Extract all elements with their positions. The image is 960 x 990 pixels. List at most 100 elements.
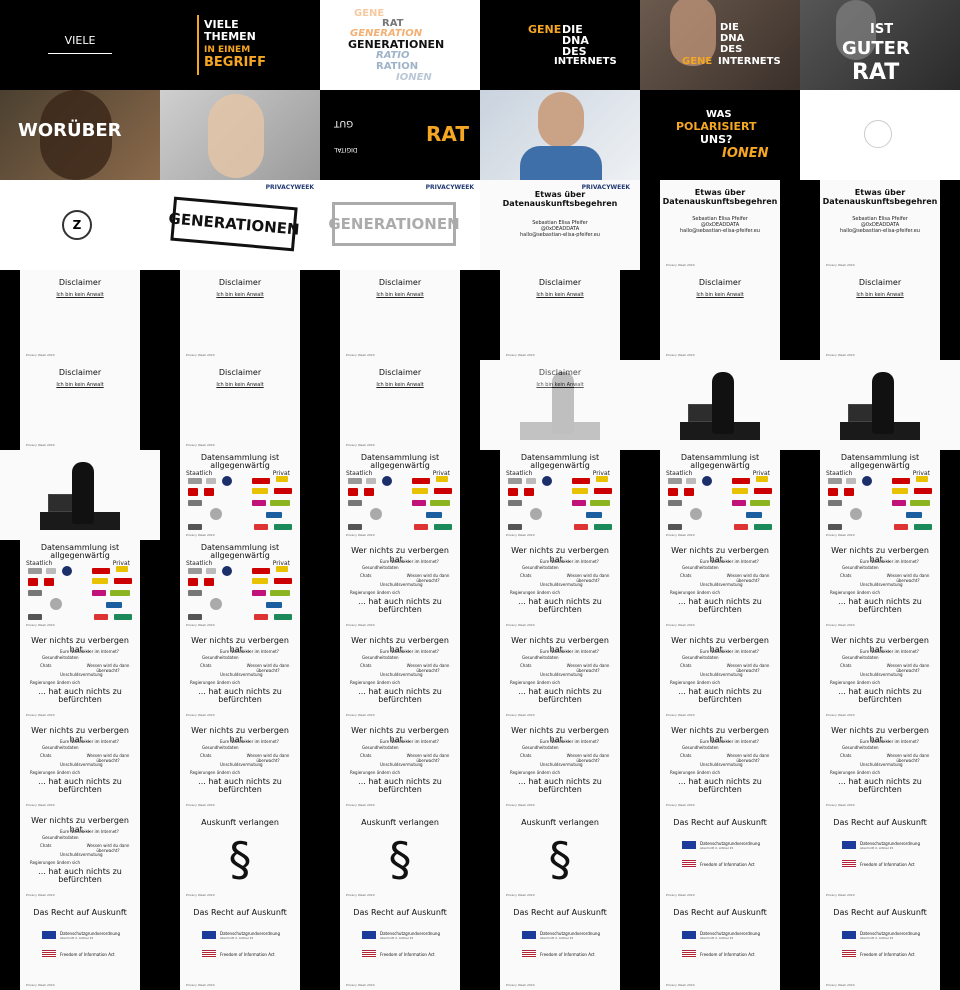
end-line-2: befürchten xyxy=(538,785,582,794)
tile-disclaimer[interactable]: Disclaimer Ich bin kein Anwalt Privacy Wee… xyxy=(160,360,320,450)
tile-stage-photo[interactable] xyxy=(640,360,800,450)
end-line-1: ... hat auch nichts zu xyxy=(678,597,762,606)
q-regierungen: Regierungen ändern sich xyxy=(830,680,880,685)
q-nacktbilder: Eure Nacktbilder im Internet? xyxy=(60,649,119,654)
tile-verbergen[interactable]: Wer nichts zu verbergen hat... Eure Nackt… xyxy=(0,810,160,900)
tile-datensammlung[interactable]: Datensammlung ist allgegenwärtig Staatlich… xyxy=(160,450,320,540)
tile-title-transition[interactable]: PRIVACYWEEK Etwas über Datenauskunftsbeg… xyxy=(480,180,640,270)
tile-title-slide[interactable]: Etwas über Datenauskunftsbegehren Sebast… xyxy=(640,180,800,270)
tile-verbergen[interactable]: Wer nichts zu verbergen hat... Eure Nackt… xyxy=(320,720,480,810)
slide-page: Wer nichts zu verbergen hat... Eure Nackt… xyxy=(660,540,780,630)
eu-label-2: Abschnitt 2, Artikel 15 xyxy=(700,846,734,850)
tile-recht[interactable]: Das Recht auf Auskunft Datenschutzgrundve… xyxy=(640,900,800,990)
tile-auskunft[interactable]: Auskunft verlangen § Privacy Week 2024 xyxy=(480,810,640,900)
q-chats: Chats xyxy=(840,663,852,668)
tile-verbergen[interactable]: Wer nichts zu verbergen hat... Eure Nackt… xyxy=(640,720,800,810)
tile-disclaimer[interactable]: Disclaimer Ich bin kein Anwalt Privacy Wee… xyxy=(0,270,160,360)
tile-generationen-stamp[interactable]: PRIVACYWEEK GENERATIONEN xyxy=(160,180,320,270)
tile-gene-die-dna[interactable]: GENE DIE DNA DES INTERNETS xyxy=(480,0,640,90)
tile-verbergen[interactable]: Wer nichts zu verbergen hat... Eure Nackt… xyxy=(640,540,800,630)
tile-generationen[interactable]: GENE RAT GENERATION GENERATIONEN RATIO R… xyxy=(320,0,480,90)
tile-disclaimer[interactable]: Disclaimer Ich bin kein Anwalt Privacy Wee… xyxy=(800,270,960,360)
slide-page: Das Recht auf Auskunft Datenschutzgrundve… xyxy=(180,900,300,990)
end-line-1: ... hat auch nichts zu xyxy=(358,687,442,696)
slide-subtitle: Ich bin kein Anwalt xyxy=(56,382,104,388)
tile-auskunft[interactable]: Auskunft verlangen § Privacy Week 2024 xyxy=(320,810,480,900)
tile-verbergen[interactable]: Wer nichts zu verbergen hat... Eure Nackt… xyxy=(0,630,160,720)
slide-footer: Privacy Week 2024 xyxy=(26,893,55,897)
tile-verbergen[interactable]: Wer nichts zu verbergen hat... Eure Nackt… xyxy=(800,720,960,810)
tile-datensammlung[interactable]: Datensammlung ist allgegenwärtig Staatlich… xyxy=(160,540,320,630)
tile-verbergen[interactable]: Wer nichts zu verbergen hat... Eure Nackt… xyxy=(480,540,640,630)
tile-disclaimer[interactable]: Disclaimer Ich bin kein Anwalt Privacy Wee… xyxy=(320,360,480,450)
tile-recht[interactable]: Das Recht auf Auskunft Datenschutzgrundve… xyxy=(320,900,480,990)
us-flag-icon xyxy=(682,860,696,868)
tile-verbergen[interactable]: Wer nichts zu verbergen hat... Eure Nackt… xyxy=(160,720,320,810)
face-shape xyxy=(836,0,876,60)
tile-disclaimer[interactable]: Disclaimer Ich bin kein Anwalt Privacy Wee… xyxy=(640,270,800,360)
word-die: DIE xyxy=(562,23,583,36)
tile-verbergen[interactable]: Wer nichts zu verbergen hat... Eure Nackt… xyxy=(320,630,480,720)
tile-rat-mirror[interactable]: GUT DIGITAL RAT xyxy=(320,90,480,180)
tile-datensammlung[interactable]: Datensammlung ist allgegenwärtig Staatlich… xyxy=(320,450,480,540)
tile-stage-photo[interactable] xyxy=(0,450,160,540)
tile-recht[interactable]: Das Recht auf Auskunft Datenschutzgrundve… xyxy=(0,900,160,990)
title-line-1: Datensammlung ist xyxy=(200,543,280,552)
tile-verbergen[interactable]: Wer nichts zu verbergen hat... Eure Nackt… xyxy=(480,630,640,720)
tile-man-portrait[interactable] xyxy=(480,90,640,180)
tile-title-slide-2[interactable]: Etwas über Datenauskunftsbegehren Sebast… xyxy=(800,180,960,270)
end-line-2: befürchten xyxy=(858,695,902,704)
tile-verbergen[interactable]: Wer nichts zu verbergen hat... Eure Nackt… xyxy=(800,630,960,720)
tile-verbergen[interactable]: Wer nichts zu verbergen hat... Eure Nackt… xyxy=(800,540,960,630)
tile-verbergen[interactable]: Wer nichts zu verbergen hat... Eure Nackt… xyxy=(160,630,320,720)
label-staatlich: Staatlich xyxy=(666,470,693,477)
tile-disclaimer[interactable]: Disclaimer Ich bin kein Anwalt Privacy Wee… xyxy=(160,270,320,360)
tile-recht[interactable]: Das Recht auf Auskunft Datenschutzgrundve… xyxy=(480,900,640,990)
eu-label-2: Abschnitt 2, Artikel 15 xyxy=(540,936,574,940)
tile-disclaimer[interactable]: Disclaimer Ich bin kein Anwalt Privacy Wee… xyxy=(0,360,160,450)
q-chats: Chats xyxy=(360,573,372,578)
word-generationen: GENERATIONEN xyxy=(348,38,445,51)
us-flag-icon xyxy=(42,950,56,958)
tile-worueber[interactable]: WORÜBER xyxy=(0,90,160,180)
tile-recht[interactable]: Das Recht auf Auskunft Datenschutzgrundve… xyxy=(640,810,800,900)
tile-disclaimer-fade[interactable]: Disclaimer Ich bin kein Anwalt xyxy=(480,360,640,450)
slide-footer: Privacy Week 2024 xyxy=(186,533,215,537)
tile-was-polarisiert[interactable]: WAS POLARISIERT UNS? IONEN xyxy=(640,90,800,180)
tile-recht[interactable]: Das Recht auf Auskunft Datenschutzgrundve… xyxy=(160,900,320,990)
tile-verbergen[interactable]: Wer nichts zu verbergen hat... Eure Nackt… xyxy=(480,720,640,810)
q-unschuld: Unschuldsvermutung xyxy=(380,582,423,587)
end-line-2: befürchten xyxy=(378,785,422,794)
q-gesundheit: Gesundheitsdaten xyxy=(202,745,239,750)
tile-recht[interactable]: Das Recht auf Auskunft Datenschutzgrundve… xyxy=(800,900,960,990)
tile-datensammlung[interactable]: Datensammlung ist allgegenwärtig Staatlich… xyxy=(0,540,160,630)
slide-title: Wer nichts zu verbergen hat... xyxy=(511,636,609,654)
tile-disclaimer[interactable]: Disclaimer Ich bin kein Anwalt Privacy Wee… xyxy=(320,270,480,360)
tile-auskunft[interactable]: Auskunft verlangen § Privacy Week 2024 xyxy=(160,810,320,900)
tile-verbergen[interactable]: Wer nichts zu verbergen hat... Eure Nackt… xyxy=(320,540,480,630)
tile-datensammlung[interactable]: Datensammlung ist allgegenwärtig Staatlich… xyxy=(800,450,960,540)
tile-verbergen[interactable]: Wer nichts zu verbergen hat... Eure Nackt… xyxy=(0,720,160,810)
tile-network-z[interactable]: Z xyxy=(0,180,160,270)
tile-viele-themen[interactable]: VIELE THEMEN IN EINEM BEGRIFF xyxy=(160,0,320,90)
tile-network-light[interactable] xyxy=(800,90,960,180)
slide-footer: Privacy Week 2024 xyxy=(666,623,695,627)
tile-generationen-faded[interactable]: PRIVACYWEEK GENERATIONEN xyxy=(320,180,480,270)
slide-title: Wer nichts zu verbergen hat... xyxy=(511,546,609,564)
tile-datensammlung[interactable]: Datensammlung ist allgegenwärtig Staatlich… xyxy=(640,450,800,540)
word-was: WAS xyxy=(706,109,732,120)
tile-woman-portrait[interactable] xyxy=(160,90,320,180)
tile-disclaimer[interactable]: Disclaimer Ich bin kein Anwalt Privacy Wee… xyxy=(480,270,640,360)
slide-page: Wer nichts zu verbergen hat... Eure Nackt… xyxy=(340,630,460,720)
slide-title: Wer nichts zu verbergen hat... xyxy=(671,546,769,564)
q-gesundheit: Gesundheitsdaten xyxy=(42,835,79,840)
tile-ist-guter-rat[interactable]: IST GUTER RAT xyxy=(800,0,960,90)
tile-viele[interactable]: VIELE xyxy=(0,0,160,90)
tile-recht[interactable]: Das Recht auf Auskunft Datenschutzgrundve… xyxy=(800,810,960,900)
end-line-2: befürchten xyxy=(698,785,742,794)
tile-gene-portrait[interactable]: DIE DNA DES GENE INTERNETS xyxy=(640,0,800,90)
q-gesundheit: Gesundheitsdaten xyxy=(522,565,559,570)
tile-stage-photo[interactable] xyxy=(800,360,960,450)
tile-datensammlung[interactable]: Datensammlung ist allgegenwärtig Staatlich… xyxy=(480,450,640,540)
tile-verbergen[interactable]: Wer nichts zu verbergen hat... Eure Nackt… xyxy=(640,630,800,720)
